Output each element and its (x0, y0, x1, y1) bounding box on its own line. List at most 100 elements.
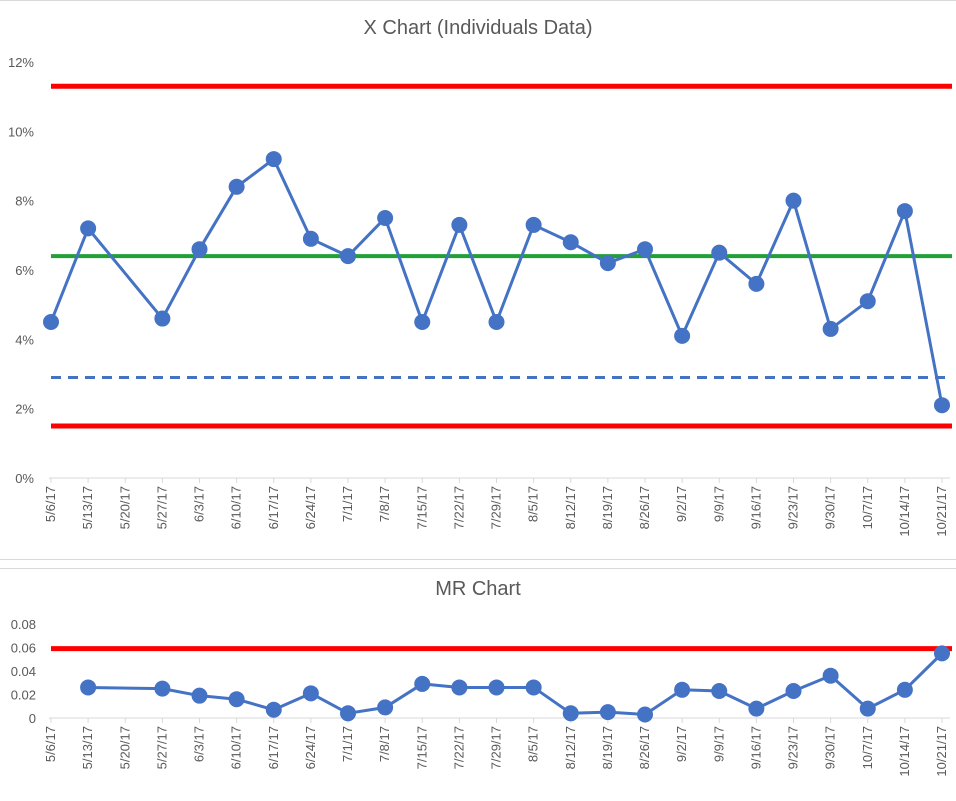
x-tick-label: 7/22/17 (451, 726, 466, 769)
data-point (674, 681, 691, 698)
x-tick-label: 7/15/17 (414, 486, 429, 529)
series-line (49, 157, 944, 406)
data-point (748, 275, 765, 292)
x-chart-title: X Chart (Individuals Data) (363, 17, 593, 39)
data-point (674, 327, 691, 344)
data-point (80, 679, 97, 696)
y-tick-label: 8% (15, 194, 34, 209)
x-tick-label: 7/22/17 (451, 486, 466, 529)
x-tick-label: 6/10/17 (229, 726, 244, 769)
data-point (377, 210, 394, 226)
y-tick-label: 0.08 (11, 617, 36, 632)
mr-chart-panel: MR Chart 0 0.02 0.04 0.06 0.08 5/6/17 5/13/17 5… (0, 568, 956, 801)
y-tick-label: 2% (15, 402, 34, 417)
x-tick-label: 8/19/17 (600, 726, 615, 769)
data-point (377, 699, 394, 716)
x-tick-label: 6/3/17 (192, 486, 207, 522)
data-point (228, 691, 245, 708)
y-tick-label: 0.02 (11, 688, 36, 703)
x-tick-label: 8/5/17 (526, 726, 541, 762)
x-tick-label: 9/16/17 (748, 486, 763, 529)
data-point (265, 701, 282, 718)
data-point (191, 687, 208, 704)
x-tick-label: 6/17/17 (266, 486, 281, 529)
x-tick-label: 9/2/17 (674, 726, 689, 762)
x-tick-label: 5/6/17 (43, 726, 58, 762)
data-point (711, 244, 728, 261)
x-tick-label: 5/13/17 (80, 726, 95, 769)
data-point (637, 241, 653, 258)
data-point (934, 645, 950, 662)
x-tick-label: 6/24/17 (303, 486, 318, 529)
x-tick-label: 7/29/17 (489, 726, 504, 769)
data-point (599, 255, 616, 272)
x-tick-label: 8/12/17 (563, 486, 578, 529)
data-point (822, 667, 839, 684)
x-chart-panel: X Chart (Individuals Data) 0% 2% 4% 6% 8% 10%… (0, 0, 956, 560)
y-tick-label: 0% (15, 471, 34, 486)
data-point (562, 705, 579, 722)
data-point (488, 314, 505, 330)
x-tick-label: 8/5/17 (526, 486, 541, 522)
x-tick-label: 5/20/17 (117, 726, 132, 769)
x-tick-label: 10/14/17 (897, 486, 912, 537)
x-tick-label: 8/12/17 (563, 726, 578, 769)
data-point (191, 241, 208, 258)
x-tick-label: 10/7/17 (860, 486, 875, 529)
data-point (785, 192, 802, 209)
data-point (43, 314, 59, 330)
x-tick-label: 5/27/17 (154, 726, 169, 769)
x-tick-label: 7/1/17 (340, 726, 355, 762)
data-point (414, 675, 431, 692)
x-tick-label: 8/26/17 (637, 726, 652, 769)
x-tick-label: 8/26/17 (637, 486, 652, 529)
data-point (154, 680, 171, 697)
data-point (785, 682, 802, 699)
data-point (414, 314, 431, 330)
mr-chart-title: MR Chart (435, 578, 521, 600)
data-point (637, 706, 653, 723)
x-tick-label: 8/19/17 (600, 486, 615, 529)
data-point (340, 248, 356, 265)
mr-chart-plot: 0 0.02 0.04 0.06 0.08 5/6/17 5/13/17 5/20/17 5/2… (11, 617, 952, 777)
data-point (896, 681, 913, 698)
y-tick-label: 10% (8, 124, 34, 139)
x-tick-label: 5/20/17 (117, 486, 132, 529)
data-point (302, 685, 319, 702)
data-point (451, 679, 468, 696)
data-point (80, 220, 97, 237)
x-tick-label: 7/8/17 (377, 726, 392, 762)
data-point (451, 216, 468, 233)
data-point (599, 704, 616, 721)
x-chart-plot: 0% 2% 4% 6% 8% 10% 12% 5/6/17 5/13/17 5/20/17 5/27… (8, 55, 952, 537)
x-tick-label: 9/9/17 (711, 486, 726, 522)
x-tick-label: 10/14/17 (897, 726, 912, 777)
x-tick-label: 7/15/17 (414, 726, 429, 769)
x-tick-label: 7/8/17 (377, 486, 392, 522)
x-tick-label: 9/23/17 (786, 726, 801, 769)
data-point (154, 310, 171, 327)
x-tick-label: 9/9/17 (711, 726, 726, 762)
x-tick-label: 7/1/17 (340, 486, 355, 522)
x-tick-label: 9/23/17 (786, 486, 801, 529)
y-tick-label: 0.04 (11, 664, 36, 679)
y-tick-label: 0.06 (11, 641, 36, 656)
data-point (228, 178, 245, 195)
data-point (265, 151, 282, 168)
data-point (859, 293, 876, 310)
x-tick-label: 6/17/17 (266, 726, 281, 769)
data-point (934, 397, 950, 414)
x-tick-label: 7/29/17 (489, 486, 504, 529)
data-point (525, 216, 542, 233)
data-point (525, 679, 542, 696)
data-point (302, 230, 319, 247)
data-point (822, 320, 839, 337)
data-point (859, 700, 876, 717)
y-tick-label: 4% (15, 332, 34, 347)
x-tick-label: 9/30/17 (823, 726, 838, 769)
x-tick-label: 5/13/17 (80, 486, 95, 529)
x-tick-label: 9/2/17 (674, 486, 689, 522)
x-tick-label: 9/30/17 (823, 486, 838, 529)
x-tick-label: 6/10/17 (229, 486, 244, 529)
data-point (896, 203, 913, 220)
